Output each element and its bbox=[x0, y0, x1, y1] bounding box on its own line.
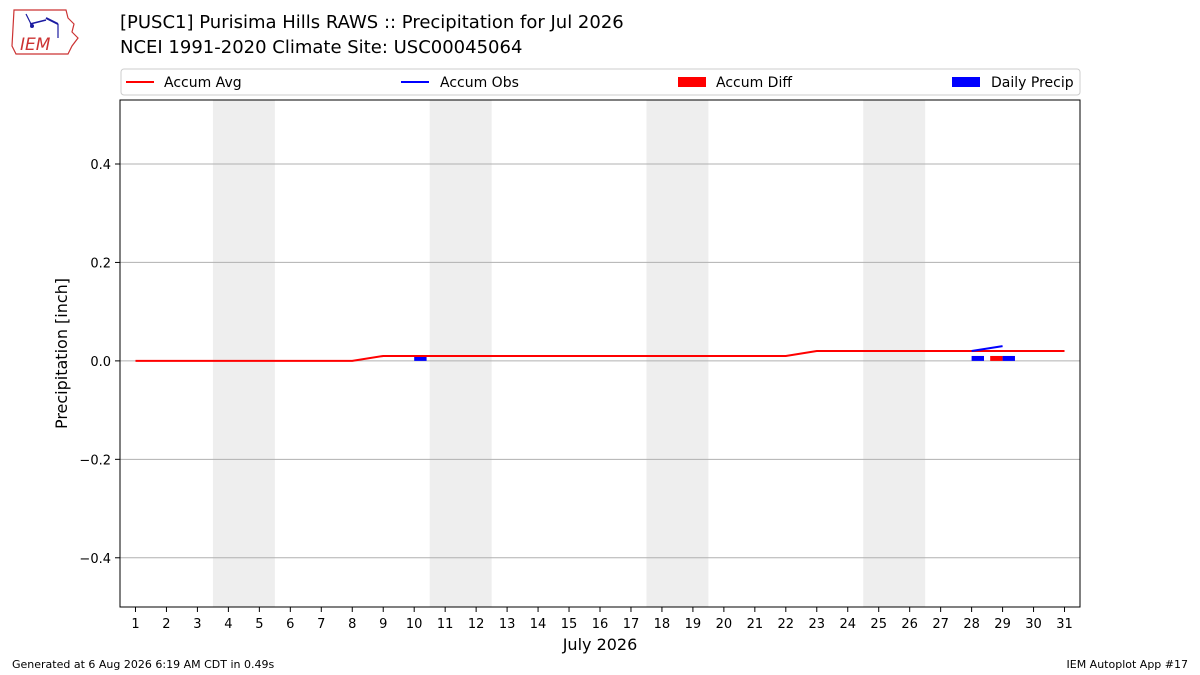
footer-app: IEM Autoplot App #17 bbox=[1066, 658, 1189, 671]
x-tick-label: 6 bbox=[286, 617, 294, 632]
accum-obs-line bbox=[971, 345, 1003, 353]
x-tick-label: 23 bbox=[809, 617, 826, 632]
x-tick-label: 2 bbox=[162, 617, 170, 632]
x-tick-label: 29 bbox=[994, 617, 1011, 632]
x-tick-label: 22 bbox=[778, 617, 795, 632]
accum-diff-bar bbox=[990, 355, 1003, 361]
iem-logo: IEM bbox=[8, 6, 80, 58]
x-tick-label: 27 bbox=[932, 617, 949, 632]
y-tick-label: −0.4 bbox=[79, 552, 111, 567]
x-tick-label: 24 bbox=[839, 617, 856, 632]
x-tick-label: 25 bbox=[870, 617, 887, 632]
x-tick-label: 17 bbox=[623, 617, 640, 632]
x-tick-label: 7 bbox=[317, 617, 325, 632]
x-tick-label: 19 bbox=[685, 617, 702, 632]
x-tick-label: 14 bbox=[530, 617, 547, 632]
legend-label-accum-diff: Accum Diff bbox=[716, 75, 792, 91]
legend-label-accum-avg: Accum Avg bbox=[164, 75, 242, 91]
legend-frame bbox=[120, 68, 1081, 96]
accum-avg-line bbox=[135, 350, 1065, 362]
chart-title: [PUSC1] Purisima Hills RAWS :: Precipita… bbox=[120, 12, 624, 33]
x-axis-label: July 2026 bbox=[562, 635, 638, 654]
daily-precip-bar bbox=[414, 355, 427, 361]
weekend-shade bbox=[646, 100, 709, 607]
legend-label-daily-precip: Daily Precip bbox=[991, 75, 1074, 91]
y-tick-label: −0.2 bbox=[79, 453, 111, 468]
x-tick-label: 12 bbox=[468, 617, 485, 632]
legend: Accum Avg Accum Obs Accum Diff Daily Precip bbox=[120, 68, 1081, 96]
weekend-shade bbox=[863, 100, 926, 607]
iem-logo-graphic: IEM bbox=[11, 9, 79, 55]
x-tick-label: 15 bbox=[561, 617, 578, 632]
x-tick-label: 16 bbox=[592, 617, 609, 632]
x-tick-label: 30 bbox=[1025, 617, 1042, 632]
y-axis-label: Precipitation [inch] bbox=[52, 278, 71, 429]
y-tick-label: 0.0 bbox=[90, 355, 111, 370]
x-tick-label: 1 bbox=[131, 617, 139, 632]
weekend-shade bbox=[429, 100, 492, 607]
x-tick-label: 3 bbox=[193, 617, 201, 632]
x-tick-label: 8 bbox=[348, 617, 356, 632]
x-tick-label: 31 bbox=[1056, 617, 1073, 632]
x-tick-label: 21 bbox=[747, 617, 764, 632]
x-tick-label: 4 bbox=[224, 617, 232, 632]
legend-swatch-daily-precip bbox=[952, 77, 980, 87]
chart-subtitle: NCEI 1991-2020 Climate Site: USC00045064 bbox=[120, 37, 523, 58]
daily-precip-bar bbox=[1002, 355, 1015, 361]
x-tick-label: 10 bbox=[406, 617, 423, 632]
x-tick-label: 5 bbox=[255, 617, 263, 632]
footer-generated: Generated at 6 Aug 2026 6:19 AM CDT in 0… bbox=[12, 658, 275, 671]
x-tick-label: 26 bbox=[901, 617, 918, 632]
x-tick-label: 18 bbox=[654, 617, 671, 632]
legend-swatch-accum-diff bbox=[678, 77, 706, 87]
y-tick-label: 0.4 bbox=[90, 158, 111, 173]
daily-precip-bar bbox=[971, 355, 984, 361]
y-tick-label: 0.2 bbox=[90, 256, 111, 271]
x-tick-label: 13 bbox=[499, 617, 516, 632]
x-tick-label: 20 bbox=[716, 617, 733, 632]
logo-text: IEM bbox=[20, 35, 51, 55]
x-tick-label: 9 bbox=[379, 617, 387, 632]
weekend-shade bbox=[212, 100, 275, 607]
legend-label-accum-obs: Accum Obs bbox=[440, 75, 519, 91]
x-tick-label: 11 bbox=[437, 617, 454, 632]
x-tick-label: 28 bbox=[963, 617, 980, 632]
